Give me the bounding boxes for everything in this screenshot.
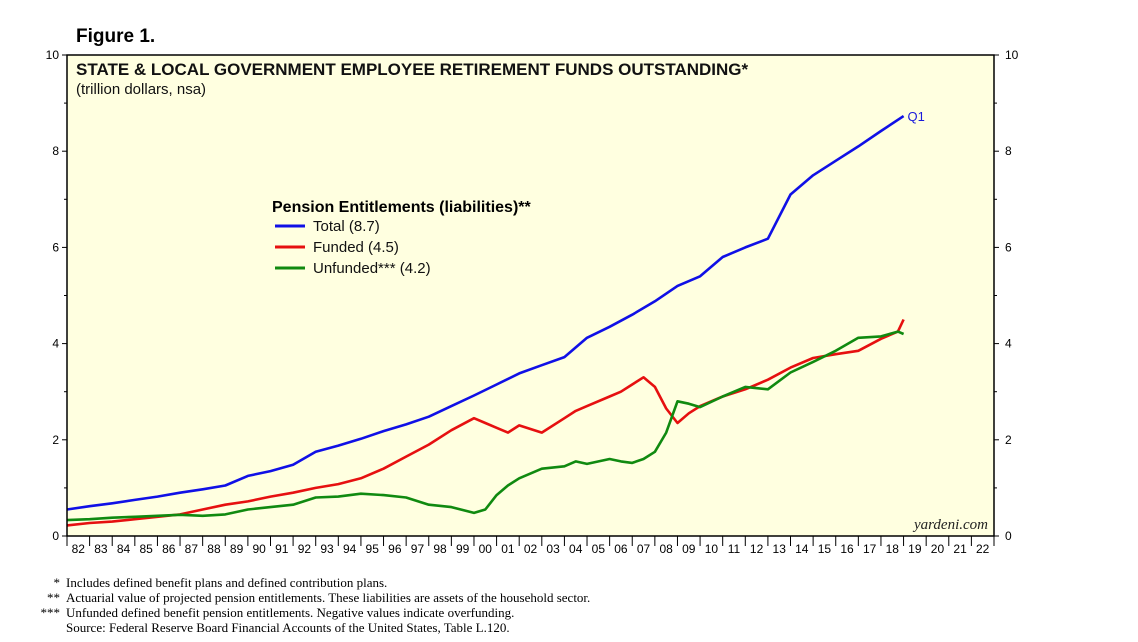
x-tick-label: 90 [253, 542, 267, 556]
x-tick-label: 95 [366, 542, 380, 556]
plot-area [67, 55, 994, 536]
x-tick-label: 04 [569, 542, 583, 556]
x-tick-label: 03 [546, 542, 560, 556]
x-tick-label: 92 [298, 542, 312, 556]
footnote-mark: ** [47, 590, 60, 605]
y-tick-label-left: 4 [52, 337, 59, 351]
x-tick-label: 09 [682, 542, 696, 556]
x-tick-label: 14 [795, 542, 809, 556]
footnote-2: ** Actuarial value of projected pension … [28, 590, 928, 605]
x-tick-label: 89 [230, 542, 244, 556]
x-tick-label: 85 [139, 542, 153, 556]
y-tick-label-right: 4 [1005, 337, 1012, 351]
footnote-text: Includes defined benefit plans and defin… [66, 575, 388, 590]
chart-title: STATE & LOCAL GOVERNMENT EMPLOYEE RETIRE… [76, 60, 749, 79]
x-tick-label: 19 [908, 542, 922, 556]
chart-subtitle: (trillion dollars, nsa) [76, 81, 206, 98]
y-tick-label-right: 0 [1005, 529, 1012, 543]
x-tick-label: 98 [433, 542, 447, 556]
y-tick-label-right: 8 [1005, 144, 1012, 158]
legend-label-total: Total (8.7) [313, 218, 380, 235]
x-tick-label: 00 [479, 542, 493, 556]
x-tick-label: 21 [953, 542, 967, 556]
x-tick-label: 16 [840, 542, 854, 556]
series-line-total [66, 115, 905, 511]
x-tick-label: 18 [886, 542, 900, 556]
x-tick-label: 88 [207, 542, 221, 556]
footnote-3: *** Unfunded defined benefit pension ent… [28, 605, 928, 620]
x-tick-label: 05 [592, 542, 606, 556]
y-tick-label-left: 2 [52, 433, 59, 447]
x-tick-label: 01 [501, 542, 515, 556]
legend: Pension Entitlements (liabilities)** Tot… [272, 199, 531, 277]
last-period-label: Q1 [908, 109, 925, 124]
footnote-mark [28, 620, 66, 635]
x-tick-label: 15 [818, 542, 832, 556]
series-lines [66, 115, 905, 527]
x-tick-label: 84 [117, 542, 131, 556]
footnote-text: Actuarial value of projected pension ent… [66, 590, 591, 605]
series-line-funded [66, 318, 905, 527]
x-tick-label: 13 [773, 542, 787, 556]
x-tick-label: 87 [185, 542, 199, 556]
x-tick-label: 02 [524, 542, 538, 556]
y-tick-label-left: 6 [52, 240, 59, 254]
y-tick-label-right: 10 [1005, 48, 1019, 62]
series-line-unfunded [66, 330, 905, 522]
y-tick-label-left: 0 [52, 529, 59, 543]
y-tick-label-left: 8 [52, 144, 59, 158]
legend-label-funded: Funded (4.5) [313, 239, 399, 256]
plot-border [66, 54, 995, 537]
footnote-mark: *** [40, 605, 61, 620]
x-tick-label: 12 [750, 542, 764, 556]
x-tick-label: 22 [976, 542, 990, 556]
x-tick-label: 97 [411, 542, 425, 556]
figure-label: Figure 1. [76, 26, 155, 47]
x-tick-label: 82 [72, 542, 86, 556]
x-tick-label: 86 [162, 542, 176, 556]
legend-title: Pension Entitlements (liabilities)** [272, 199, 531, 216]
x-tick-label: 06 [614, 542, 628, 556]
x-tick-label: 10 [705, 542, 719, 556]
x-tick-label: 94 [343, 542, 357, 556]
footnote-text: Unfunded defined benefit pension entitle… [66, 605, 515, 620]
source-text: Source: Federal Reserve Board Financial … [66, 620, 510, 635]
footnote-source: Source: Federal Reserve Board Financial … [28, 620, 928, 635]
x-tick-label: 83 [94, 542, 108, 556]
watermark: yardeni.com [912, 517, 988, 533]
x-tick-label: 99 [456, 542, 470, 556]
y-tick-label-right: 2 [1005, 433, 1012, 447]
y-tick-label-left: 10 [46, 48, 60, 62]
x-tick-label: 96 [388, 542, 402, 556]
footnote-mark: * [53, 575, 61, 590]
x-tick-label: 91 [275, 542, 289, 556]
legend-label-unfunded: Unfunded*** (4.2) [313, 260, 431, 277]
footnotes: * Includes defined benefit plans and def… [28, 575, 928, 635]
x-tick-label: 11 [728, 542, 741, 556]
footnote-1: * Includes defined benefit plans and def… [28, 575, 928, 590]
y-tick-label-right: 6 [1005, 240, 1012, 254]
x-tick-label: 20 [931, 542, 945, 556]
x-tick-label: 93 [320, 542, 334, 556]
x-tick-label: 17 [863, 542, 877, 556]
x-tick-label: 07 [637, 542, 651, 556]
x-tick-label: 08 [659, 542, 673, 556]
